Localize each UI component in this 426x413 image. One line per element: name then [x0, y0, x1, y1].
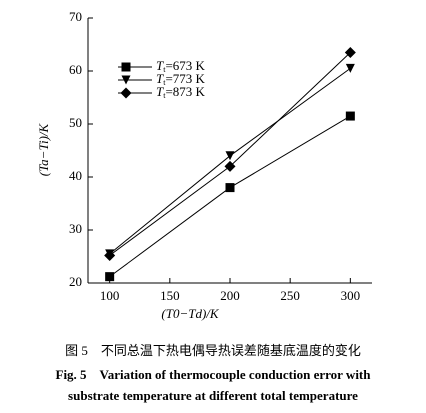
- x-tick-label: 200: [220, 288, 240, 303]
- caption-cn: 图 5 不同总温下热电偶导热误差随基底温度的变化: [65, 343, 361, 358]
- x-tick-label: 250: [280, 288, 300, 303]
- marker: [105, 272, 115, 282]
- x-tick-label: 150: [160, 288, 180, 303]
- x-tick-label: 100: [100, 288, 120, 303]
- legend-label: Tt=673 K: [156, 58, 206, 74]
- marker: [120, 87, 132, 99]
- marker: [345, 111, 355, 121]
- marker: [121, 62, 131, 72]
- marker: [225, 183, 235, 193]
- marker: [345, 63, 355, 73]
- y-tick-label: 70: [69, 9, 82, 24]
- marker: [104, 249, 116, 261]
- marker: [224, 160, 236, 172]
- y-tick-label: 50: [69, 115, 82, 130]
- caption-en: substrate temperature at different total…: [68, 388, 358, 403]
- marker: [344, 46, 356, 58]
- y-tick-label: 30: [69, 221, 82, 236]
- x-tick-label: 300: [341, 288, 361, 303]
- x-axis-label: (T0−Td)/K: [161, 306, 220, 321]
- y-axis-label: (Ta−Ti)/K: [36, 122, 51, 176]
- series-line: [109, 115, 351, 278]
- marker: [121, 75, 131, 85]
- y-tick-label: 40: [69, 168, 82, 183]
- caption-en: Fig. 5 Variation of thermocouple conduct…: [56, 367, 372, 382]
- legend-label: Tt=773 K: [156, 71, 206, 87]
- y-tick-label: 60: [69, 62, 82, 77]
- y-tick-label: 20: [69, 274, 82, 289]
- marker: [225, 151, 235, 161]
- legend-label: Tt=873 K: [156, 84, 206, 100]
